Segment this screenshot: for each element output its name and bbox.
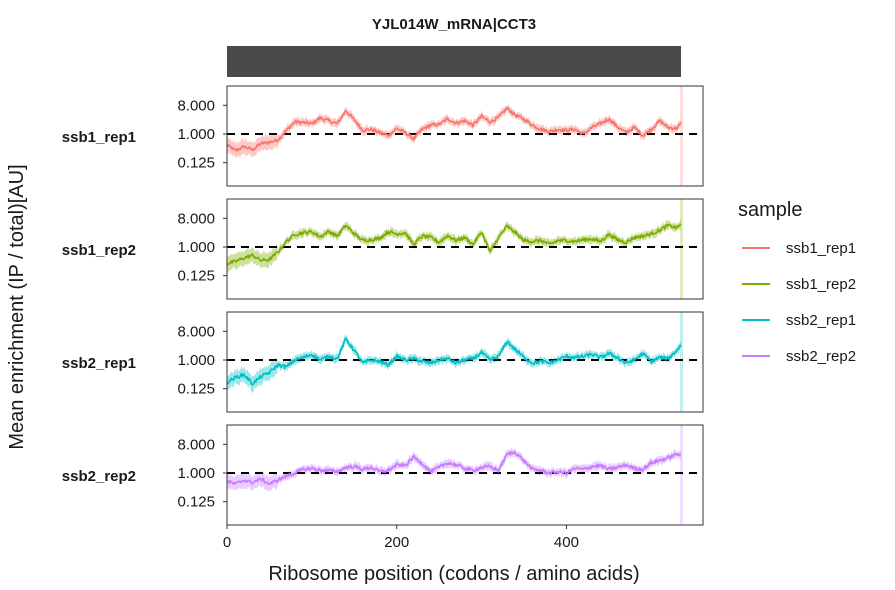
y-tick-label: 0.125 [177, 494, 215, 511]
end-band [680, 425, 683, 525]
y-tick-label: 1.000 [177, 352, 215, 369]
facet-label: ssb1_rep2 [62, 242, 136, 259]
y-tick-label: 0.125 [177, 155, 215, 172]
gene-coverage-bar [227, 46, 681, 77]
series-line-ssb2_rep1 [227, 337, 682, 386]
legend-label: ssb1_rep2 [786, 276, 856, 293]
facet-label: ssb1_rep1 [62, 129, 136, 146]
x-axis-title: Ribosome position (codons / amino acids) [268, 563, 639, 585]
facet-panel-ssb1_rep2: ssb1_rep2 8.000 1.000 0.125 [62, 198, 704, 300]
legend: sample ssb1_rep1 ssb1_rep2 ssb2_rep1 ssb2_r… [738, 199, 856, 365]
facet-label: ssb2_rep2 [62, 468, 136, 485]
legend-label: ssb2_rep2 [786, 348, 856, 365]
legend-label: ssb2_rep1 [786, 312, 856, 329]
y-tick-label: 0.125 [177, 268, 215, 285]
series-line-ssb1_rep2 [227, 223, 682, 266]
facet-panels: ssb1_rep1 8.000 1.000 0.125 ssb1_rep2 8.000 1.… [62, 85, 704, 526]
end-band [680, 86, 683, 186]
facet-panel-ssb1_rep1: ssb1_rep1 8.000 1.000 0.125 [62, 85, 704, 187]
y-tick-label: 8.000 [177, 323, 215, 340]
panel-border [226, 198, 704, 300]
facet-panel-ssb2_rep1: ssb2_rep1 8.000 1.000 0.125 [62, 311, 704, 413]
legend-title: sample [738, 199, 802, 221]
series-ribbon-ssb1_rep2 [227, 219, 681, 273]
y-tick-label: 1.000 [177, 239, 215, 256]
panel-border [226, 85, 704, 187]
panel-border [226, 424, 704, 526]
y-tick-label: 0.125 [177, 381, 215, 398]
panel-border [226, 311, 704, 413]
y-tick-label: 8.000 [177, 210, 215, 227]
y-tick-label: 1.000 [177, 126, 215, 143]
legend-item-ssb2_rep2: ssb2_rep2 [742, 348, 856, 365]
y-tick-label: 8.000 [177, 97, 215, 114]
y-axis-title: Mean enrichment (IP / total)[AU] [6, 164, 28, 449]
x-tick-label: 200 [384, 534, 409, 551]
x-tick-label: 0 [223, 534, 231, 551]
series-line-ssb1_rep1 [227, 106, 682, 152]
facet-panel-ssb2_rep2: ssb2_rep2 8.000 1.000 0.125 [62, 424, 704, 526]
y-tick-label: 1.000 [177, 465, 215, 482]
legend-label: ssb1_rep1 [786, 240, 856, 257]
series-ribbon-ssb1_rep1 [227, 103, 681, 159]
x-axis: 0 200 400 [223, 525, 579, 551]
end-band [680, 199, 683, 299]
end-band [680, 312, 683, 412]
y-tick-label: 8.000 [177, 436, 215, 453]
series-ribbon-ssb2_rep1 [227, 334, 681, 393]
legend-item-ssb1_rep2: ssb1_rep2 [742, 276, 856, 293]
series-line-ssb2_rep2 [227, 450, 682, 486]
facet-label: ssb2_rep1 [62, 355, 136, 372]
legend-item-ssb2_rep1: ssb2_rep1 [742, 312, 856, 329]
legend-item-ssb1_rep1: ssb1_rep1 [742, 240, 856, 257]
x-tick-label: 400 [554, 534, 579, 551]
facet-title: YJL014W_mRNA|CCT3 [372, 16, 536, 33]
